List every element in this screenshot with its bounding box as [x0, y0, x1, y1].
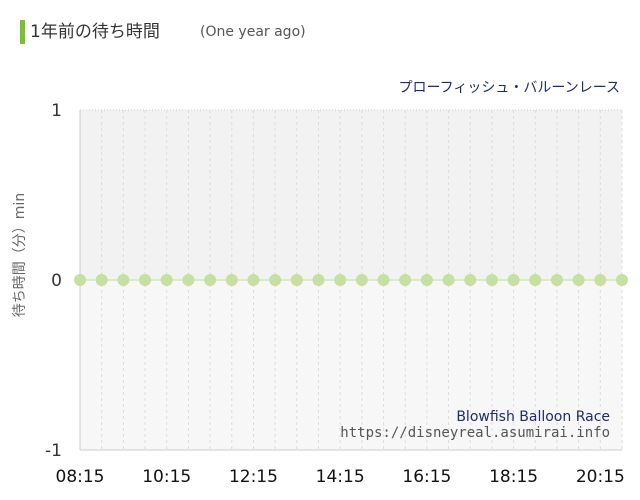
- x-tick-label: 20:15: [576, 467, 625, 487]
- y-tick-label: 0: [51, 271, 62, 291]
- watermark-ride-name: Blowfish Balloon Race: [456, 409, 610, 425]
- data-point: [529, 274, 542, 286]
- plot-background-lower: [80, 280, 622, 450]
- x-tick-labels: 08:15 10:15 12:15 14:15 16:15 18:15 20:15: [56, 467, 625, 487]
- plot-background-upper: [80, 110, 622, 280]
- data-point: [594, 274, 607, 286]
- x-tick-label: 18:15: [489, 467, 538, 487]
- data-point: [312, 274, 325, 286]
- data-point: [464, 274, 477, 286]
- data-point: [572, 274, 585, 286]
- watermark-site-url: https://disneyreal.asumirai.info: [340, 425, 610, 441]
- data-point: [616, 274, 628, 286]
- section-header: 1年前の待ち時間 (One year ago): [0, 0, 640, 70]
- data-point: [290, 274, 303, 286]
- data-point: [377, 274, 390, 286]
- section-subtitle: (One year ago): [200, 24, 306, 40]
- data-point: [117, 274, 130, 286]
- data-point: [550, 274, 563, 286]
- data-point: [485, 274, 498, 286]
- x-tick-label: 16:15: [402, 467, 451, 487]
- data-point: [225, 274, 238, 286]
- y-axis-label: 待ち時間（分）min: [12, 193, 28, 317]
- x-tick-label: 12:15: [229, 467, 278, 487]
- x-tick-label: 08:15: [56, 467, 105, 487]
- data-point: [507, 274, 520, 286]
- section-title: 1年前の待ち時間: [30, 22, 160, 42]
- header-accent-bar: [20, 20, 25, 44]
- data-point: [269, 274, 282, 286]
- chart-title: プローフィッシュ・バルーンレース: [399, 80, 620, 96]
- data-point: [420, 274, 433, 286]
- y-tick-label: 1: [51, 101, 62, 121]
- data-point: [334, 274, 347, 286]
- data-point: [355, 274, 368, 286]
- data-point: [95, 274, 108, 286]
- data-point: [139, 274, 152, 286]
- data-point: [247, 274, 260, 286]
- x-tick-label: 14:15: [316, 467, 365, 487]
- y-tick-label: -1: [45, 441, 62, 461]
- data-point: [442, 274, 455, 286]
- data-point: [74, 274, 86, 286]
- data-point: [160, 274, 173, 286]
- y-tick-labels: 1 0 -1: [45, 101, 62, 461]
- series-points: [74, 274, 628, 286]
- data-point: [399, 274, 412, 286]
- data-point: [204, 274, 217, 286]
- data-point: [182, 274, 195, 286]
- x-tick-label: 10:15: [142, 467, 191, 487]
